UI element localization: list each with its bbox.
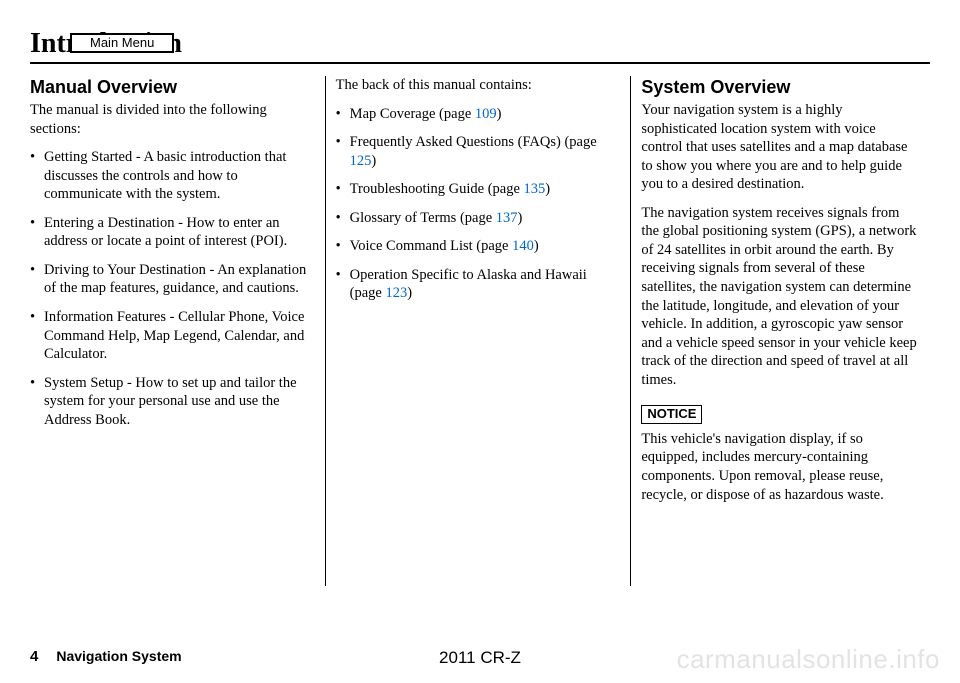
list-item: Getting Started - A basic introduction t… <box>30 148 309 204</box>
column-2: The back of this manual contains: Map Co… <box>332 76 625 586</box>
nav-system-label: Navigation System <box>56 648 181 664</box>
back-manual-intro: The back of this manual contains: <box>336 76 615 95</box>
list-item: Frequently Asked Questions (FAQs) (page … <box>336 133 615 170</box>
item-post: ) <box>407 285 412 301</box>
model-year: 2011 CR-Z <box>439 648 521 668</box>
list-item: Entering a Destination - How to enter an… <box>30 214 309 251</box>
system-overview-para2: The navigation system receives signals f… <box>641 204 920 389</box>
page-link[interactable]: 109 <box>475 106 497 122</box>
list-item: Information Features - Cellular Phone, V… <box>30 308 309 364</box>
column-3: System Overview Your navigation system i… <box>637 76 930 586</box>
notice-label: NOTICE <box>641 405 702 424</box>
manual-overview-intro: The manual is divided into the following… <box>30 101 309 138</box>
columns-container: Manual Overview The manual is divided in… <box>30 76 930 586</box>
item-pre: Voice Command List (page <box>350 238 512 254</box>
manual-overview-heading: Manual Overview <box>30 76 309 99</box>
main-menu-button[interactable]: Main Menu <box>70 33 174 53</box>
back-manual-list: Map Coverage (page 109) Frequently Asked… <box>336 105 615 303</box>
item-post: ) <box>371 153 376 169</box>
item-post: ) <box>545 181 550 197</box>
list-item: Operation Specific to Alaska and Hawaii … <box>336 266 615 303</box>
manual-overview-list: Getting Started - A basic introduction t… <box>30 148 309 429</box>
list-item: System Setup - How to set up and tailor … <box>30 374 309 430</box>
notice-text: This vehicle's navigation display, if so… <box>641 430 920 504</box>
page-number: 4 <box>30 648 38 665</box>
page-link[interactable]: 137 <box>496 210 518 226</box>
page-link[interactable]: 135 <box>524 181 546 197</box>
watermark: carmanualsonline.info <box>677 644 940 675</box>
list-item: Map Coverage (page 109) <box>336 105 615 124</box>
item-pre: Troubleshooting Guide (page <box>350 181 524 197</box>
item-pre: Frequently Asked Questions (FAQs) (page <box>350 134 597 150</box>
column-divider <box>630 76 631 586</box>
title-divider <box>30 62 930 64</box>
column-1: Manual Overview The manual is divided in… <box>30 76 319 586</box>
page-link[interactable]: 140 <box>512 238 534 254</box>
list-item: Voice Command List (page 140) <box>336 237 615 256</box>
item-post: ) <box>497 106 502 122</box>
page-link[interactable]: 125 <box>350 153 372 169</box>
item-post: ) <box>518 210 523 226</box>
system-overview-para1: Your navigation system is a highly sophi… <box>641 101 920 194</box>
system-overview-heading: System Overview <box>641 76 920 99</box>
item-pre: Map Coverage (page <box>350 106 475 122</box>
item-post: ) <box>534 238 539 254</box>
column-divider <box>325 76 326 586</box>
item-pre: Glossary of Terms (page <box>350 210 496 226</box>
list-item: Driving to Your Destination - An explana… <box>30 261 309 298</box>
list-item: Troubleshooting Guide (page 135) <box>336 180 615 199</box>
page-link[interactable]: 123 <box>386 285 408 301</box>
list-item: Glossary of Terms (page 137) <box>336 209 615 228</box>
